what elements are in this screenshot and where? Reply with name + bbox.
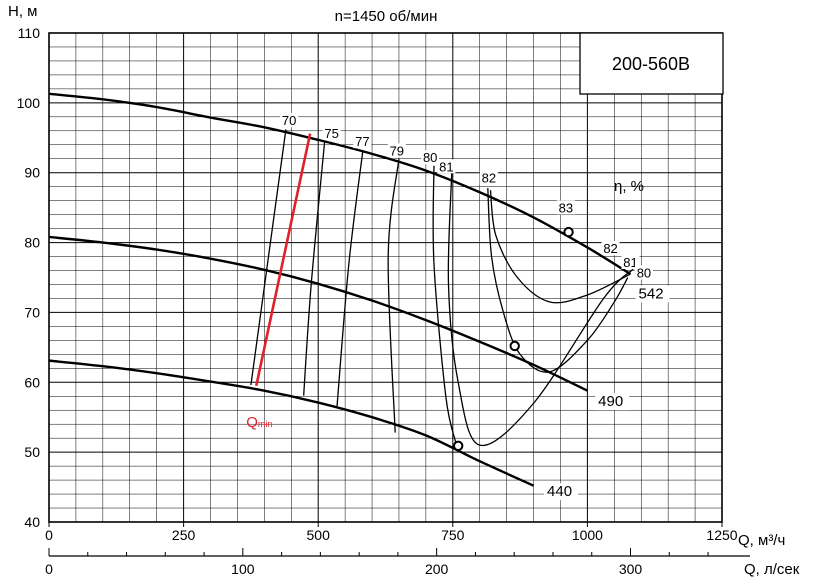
curve-label-bg [595, 393, 630, 411]
efficiency-label: 80 [637, 266, 651, 281]
efficiency-contour-83 [489, 190, 631, 304]
y-tick-label: 70 [24, 304, 40, 320]
curve-labels: 542 490 440 [544, 285, 670, 501]
efficiency-label: 81 [623, 255, 637, 270]
efficiency-label-bg [634, 265, 653, 280]
qmin-group: Qmin [246, 133, 312, 431]
efficiency-label: 80 [423, 150, 437, 165]
x-axis-label: Q, м³/ч [738, 532, 785, 549]
curve-label-bg [635, 285, 670, 303]
x2-tick-label: 0 [45, 561, 53, 577]
x-tick-label: 1250 [706, 527, 737, 543]
qmin-label: Qmin [246, 414, 272, 431]
efficiency-label-bg [556, 200, 575, 215]
operating-points [452, 226, 574, 452]
plot-frame [48, 32, 723, 523]
operating-point [563, 226, 574, 238]
efficiency-label-bg [322, 125, 341, 140]
y-axis-label: H, м [8, 3, 37, 20]
x-tick-label: 0 [45, 527, 53, 543]
y-tick-label: 60 [24, 374, 40, 390]
efficiency-label-bg [280, 113, 299, 128]
efficiency-contour-79 [387, 158, 400, 433]
efficiency-label: 82 [482, 170, 496, 185]
efficiency-label: 83 [559, 201, 573, 216]
head-curves [48, 92, 632, 487]
x2-tick-labels: 0 100 200 300 [45, 548, 750, 577]
x2-tick-label: 300 [619, 561, 643, 577]
efficiency-contour-82 [487, 188, 629, 373]
curve-label-542: 542 [639, 285, 664, 302]
efficiency-axis-label: η, % [614, 178, 644, 195]
curve-label-bg [544, 483, 579, 501]
x-tick-label: 250 [172, 527, 196, 543]
efficiency-label: 82 [603, 241, 617, 256]
operating-point [452, 440, 464, 452]
chart-title: n=1450 об/мин [335, 8, 438, 25]
efficiency-label-bg [479, 170, 498, 185]
x2-axis-label: Q, л/сек [744, 561, 800, 578]
model-box-frame [579, 32, 724, 95]
efficiency-label: 70 [282, 113, 296, 128]
efficiency-contour-77 [336, 150, 364, 407]
curve-label-440: 440 [547, 483, 572, 500]
efficiency-contour-70 [250, 129, 287, 386]
model-label: 200-560B [612, 54, 690, 74]
efficiency-label-bg [353, 134, 372, 149]
y-tick-label: 50 [24, 444, 40, 460]
curve-label-490: 490 [598, 393, 623, 410]
y-tick-label: 80 [24, 235, 40, 251]
qmin-subscript: min [258, 419, 273, 429]
x-tick-labels: 0 250 500 750 1000 1250 [45, 522, 738, 543]
head-curve-440 [48, 359, 535, 487]
efficiency-label-bg [601, 241, 620, 256]
efficiency-contour-80 [432, 165, 457, 442]
x2-tick-label: 100 [231, 561, 255, 577]
x2-tick-label: 200 [425, 561, 449, 577]
efficiency-label: 77 [355, 134, 369, 149]
efficiency-contour-81 [447, 173, 634, 447]
y-tick-labels: 40 50 60 70 80 90 100 110 [17, 25, 41, 530]
efficiency-label-bg [387, 143, 406, 158]
operating-point [509, 340, 520, 352]
efficiency-contour-75 [303, 141, 326, 396]
model-box: 200-560B [579, 32, 724, 95]
efficiency-label: 81 [439, 159, 453, 174]
efficiency-label: 79 [390, 143, 404, 158]
x-tick-label: 500 [307, 527, 331, 543]
y-tick-label: 90 [24, 165, 40, 181]
efficiency-contours [250, 129, 634, 447]
y-tick-label: 100 [17, 95, 41, 111]
efficiency-label: 75 [324, 126, 338, 141]
efficiency-label-bg [421, 150, 440, 165]
x-tick-label: 750 [441, 527, 465, 543]
y-tick-label: 110 [18, 25, 41, 41]
head-curve-490 [48, 235, 588, 392]
y-tick-label: 40 [24, 514, 40, 530]
efficiency-label-bg [437, 159, 456, 174]
qmin-line [255, 133, 312, 387]
x-tick-label: 1000 [572, 527, 603, 543]
head-curve-542 [48, 92, 632, 276]
